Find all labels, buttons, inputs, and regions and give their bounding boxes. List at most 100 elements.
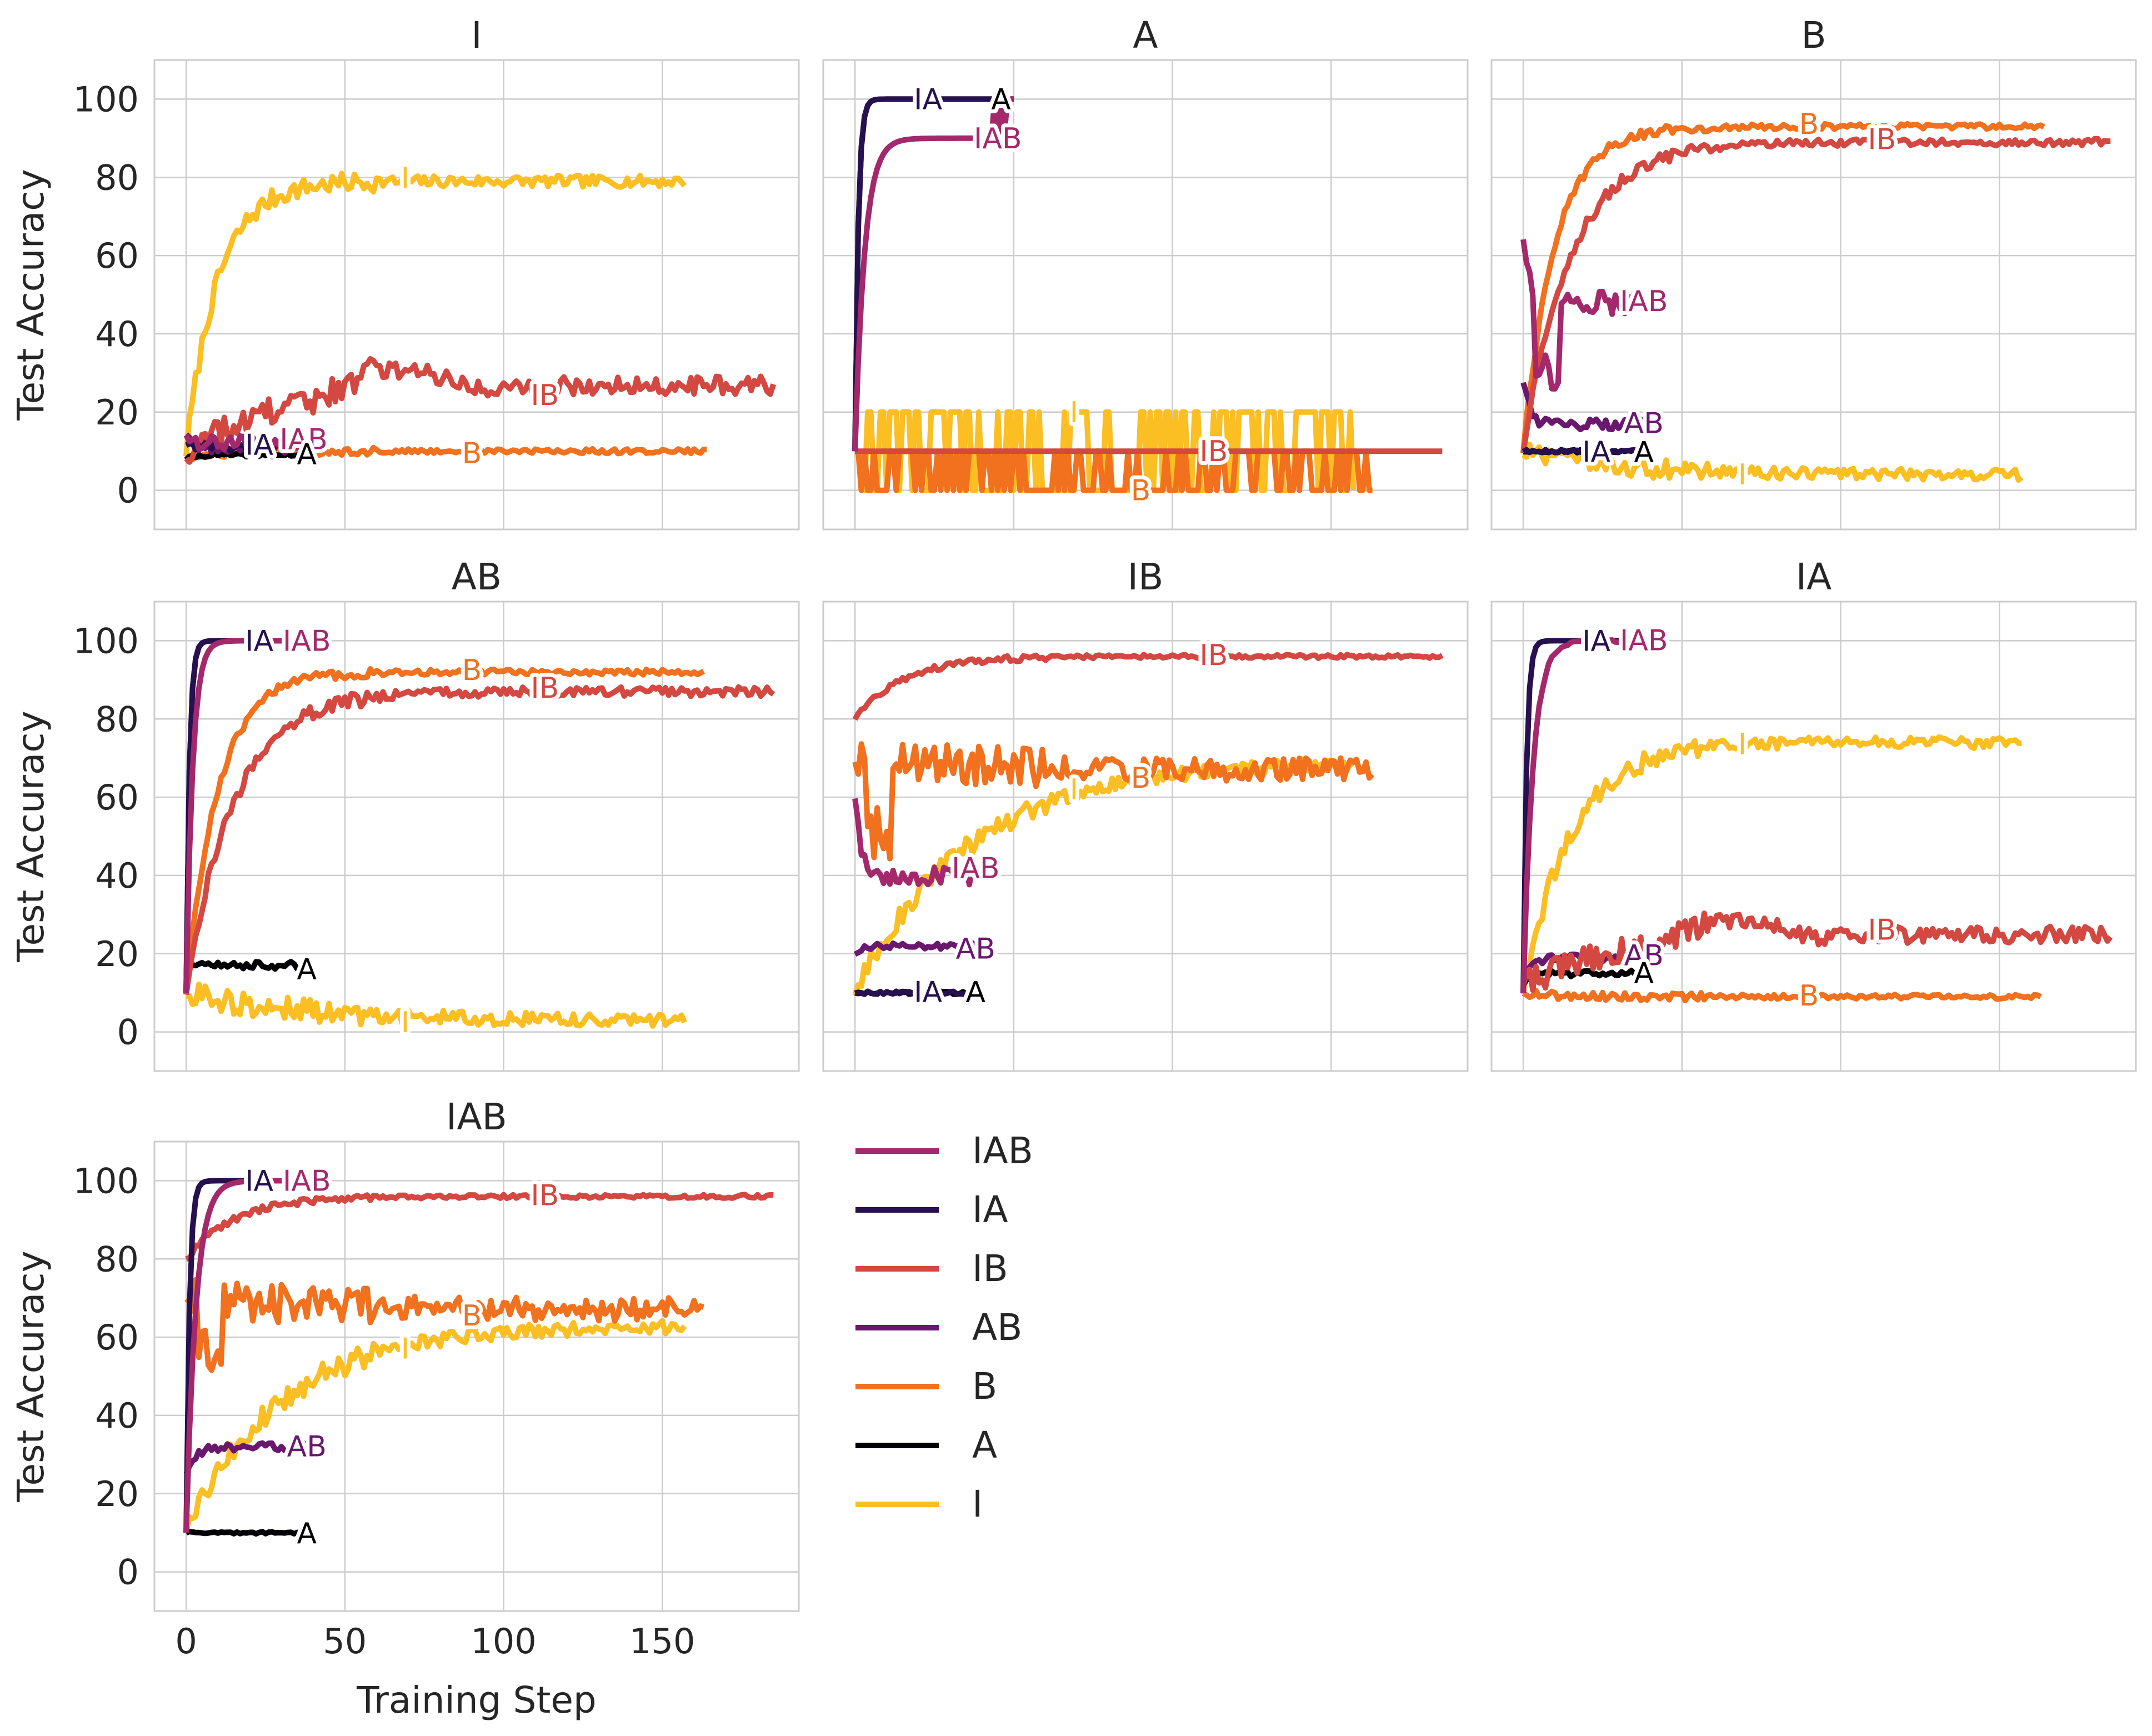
- x-tick-label: 100: [471, 1621, 536, 1662]
- legend-label-IAB: IAB: [972, 1129, 1033, 1172]
- x-tick-label: 0: [175, 1621, 197, 1662]
- series-line-IA: [852, 96, 1014, 452]
- legend-label-IA: IA: [972, 1188, 1008, 1231]
- legend-label-IB: IB: [972, 1247, 1008, 1290]
- y-axis-label: Test Accuracy: [9, 711, 52, 962]
- series-line-IB: [1520, 910, 2113, 993]
- inline-label-A: A: [297, 1517, 317, 1550]
- series-line-A: [183, 953, 309, 972]
- inline-label-IAB: IAB: [279, 423, 328, 456]
- inline-label-IA: IA: [1582, 624, 1610, 658]
- y-tick-label: 40: [95, 1395, 139, 1436]
- inline-label-I: I: [401, 162, 409, 195]
- y-axis-label: Test Accuracy: [9, 1250, 52, 1502]
- y-tick-label: 40: [95, 314, 139, 354]
- inline-label-A: A: [297, 953, 317, 986]
- inline-label-B: B: [1799, 979, 1819, 1013]
- series-line-I: [186, 981, 687, 1029]
- inline-label-IB: IB: [1199, 639, 1228, 672]
- panel-frame: [153, 601, 800, 1072]
- inline-label-IAB: IAB: [1620, 285, 1668, 318]
- inline-label-IB: IB: [531, 379, 559, 412]
- inline-label-IB: IB: [531, 672, 559, 705]
- inline-label-AB: AB: [287, 1430, 327, 1464]
- inline-label-IAB: IAB: [283, 624, 331, 658]
- series-line-IAB: [1520, 636, 1645, 993]
- inline-label-IAB: IAB: [952, 852, 1000, 885]
- inline-label-B: B: [462, 1299, 482, 1333]
- inline-label-IA: IA: [245, 1164, 273, 1198]
- y-tick-label: 60: [95, 236, 139, 276]
- legend-label-A: A: [972, 1424, 997, 1467]
- panel-title: IA: [1796, 556, 1832, 598]
- inline-label-I: I: [401, 1006, 409, 1039]
- x-tick-label: 50: [323, 1621, 367, 1662]
- inline-label-IAB: IAB: [974, 122, 1022, 156]
- series-line-IB: [183, 684, 775, 995]
- legend-label-B: B: [972, 1365, 997, 1408]
- inline-label-A: A: [965, 976, 985, 1009]
- series-line-IB: [185, 1192, 774, 1262]
- series-line-IA: [854, 988, 977, 997]
- y-tick-label: 0: [117, 1012, 139, 1053]
- series-line-B: [1522, 988, 2042, 1004]
- y-axis-label: Test Accuracy: [9, 169, 52, 421]
- y-tick-label: 100: [73, 79, 139, 119]
- y-tick-label: 60: [95, 1317, 139, 1358]
- y-tick-label: 0: [117, 471, 139, 511]
- panel-frame: [1490, 601, 2137, 1072]
- panel-IA: IA IAB IA IB AB B A I: [1490, 556, 2137, 1072]
- legend-label-AB: AB: [972, 1306, 1022, 1349]
- series-line-IB: [184, 356, 777, 465]
- series-line-I: [1520, 734, 2022, 995]
- inline-label-IB: IB: [1199, 435, 1228, 468]
- series-group: [852, 652, 1444, 997]
- inline-label-IAB: IAB: [283, 1164, 331, 1198]
- series-group: [852, 96, 1443, 493]
- y-tick-label: 80: [95, 157, 139, 198]
- panel-title: IB: [1128, 556, 1164, 598]
- series-line-A: [1520, 967, 1646, 987]
- inline-label-A: A: [1634, 436, 1654, 469]
- series-line-AB: [1520, 382, 1646, 433]
- inline-label-I: I: [1738, 458, 1746, 492]
- inline-label-AB: AB: [1624, 939, 1664, 973]
- series-line-IAB: [852, 798, 976, 888]
- inline-label-IA: IA: [245, 428, 273, 462]
- panel-B: B IAB IA IB AB B A I: [1490, 14, 2137, 531]
- inline-label-B: B: [462, 437, 482, 471]
- series-line-I: [183, 171, 687, 457]
- series-group: [183, 171, 777, 465]
- series-line-IAB: [183, 1178, 307, 1533]
- inline-label-IAB: IAB: [1620, 624, 1668, 658]
- y-tick-label: 100: [73, 1160, 139, 1201]
- series-line-B: [852, 741, 1375, 862]
- y-tick-label: 80: [95, 1239, 139, 1279]
- legend-label-I: I: [972, 1483, 983, 1525]
- legend: IAB IA IB AB BAI: [855, 1129, 1033, 1525]
- inline-label-IB: IB: [1868, 913, 1896, 947]
- inline-label-A: A: [991, 83, 1011, 116]
- series-line-IB: [1520, 136, 2111, 454]
- inline-label-I: I: [1070, 773, 1078, 807]
- series-group: [1520, 636, 2113, 1004]
- panel-AB: AB 0 20 40 60 80 100 Test Accuracy IAB IA IB B A I: [9, 556, 800, 1072]
- series-line-B: [183, 666, 705, 994]
- panel-A: A IAB IA IB B A I: [822, 14, 1469, 531]
- inline-label-A: A: [297, 438, 317, 471]
- panel-title: A: [1133, 14, 1158, 57]
- y-tick-label: 20: [95, 934, 139, 974]
- series-line-A: [185, 1529, 308, 1537]
- series-line-IB: [852, 652, 1444, 721]
- y-tick-label: 80: [95, 699, 139, 739]
- series-line-IAB: [1520, 239, 1646, 392]
- y-tick-label: 60: [95, 777, 139, 818]
- panel-title: B: [1801, 14, 1826, 57]
- inline-label-IA: IA: [914, 83, 942, 116]
- y-tick-label: 40: [95, 856, 139, 896]
- series-line-IAB: [183, 433, 306, 453]
